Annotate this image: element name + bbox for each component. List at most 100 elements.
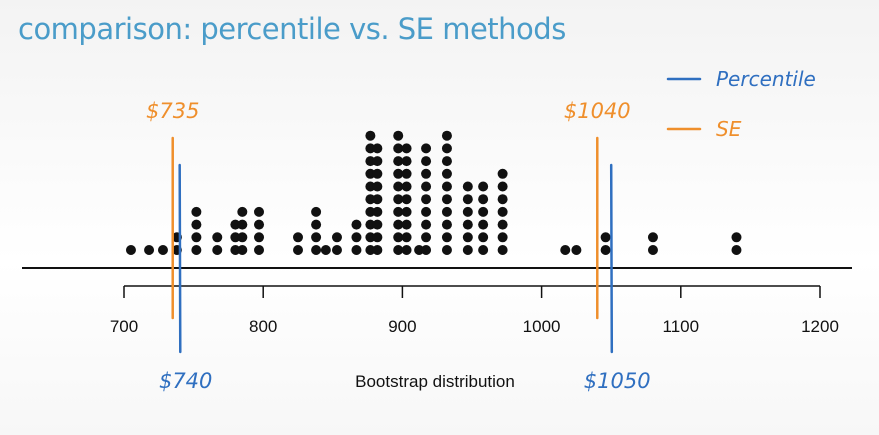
bootstrap-dot	[254, 219, 265, 230]
interval-annotations: $735 $1040 $740 $1050	[146, 99, 651, 393]
bootstrap-dot	[372, 143, 383, 154]
bootstrap-dot	[157, 245, 168, 255]
legend: Percentile SE	[666, 67, 816, 141]
bootstrap-dot	[421, 181, 432, 192]
bootstrap-dot	[372, 194, 383, 205]
bootstrap-dot	[421, 168, 432, 179]
bootstrap-dot	[144, 245, 155, 255]
bootstrap-dot	[497, 206, 508, 217]
bootstrap-dot	[230, 219, 241, 230]
bootstrap-dot	[462, 219, 473, 230]
bootstrap-dot	[372, 206, 383, 217]
bootstrap-dot	[478, 181, 489, 192]
bootstrap-dot	[401, 181, 412, 192]
bootstrap-dot	[497, 219, 508, 230]
bootstrap-dot	[421, 206, 432, 217]
bootstrap-dot	[441, 156, 452, 167]
bootstrap-dot	[254, 232, 265, 243]
bootstrap-dot	[462, 181, 473, 192]
bootstrap-dot	[571, 245, 582, 255]
bootstrap-dot	[393, 143, 404, 154]
bootstrap-dot	[401, 206, 412, 217]
bootstrap-dot	[311, 232, 322, 243]
bootstrap-dot	[421, 194, 432, 205]
bootstrap-dot	[212, 245, 223, 255]
bootstrap-dot	[331, 245, 342, 255]
bootstrap-dot	[372, 232, 383, 243]
bootstrap-dot	[311, 219, 322, 230]
bootstrap-dot	[254, 245, 265, 255]
bootstrap-dot	[441, 168, 452, 179]
bootstrap-dot	[401, 245, 412, 255]
bootstrap-dot	[191, 232, 202, 243]
bootstrap-dot	[365, 194, 376, 205]
bootstrap-dot	[731, 232, 742, 243]
bootstrap-dot	[365, 206, 376, 217]
bootstrap-dot	[421, 245, 432, 255]
slide-title: comparison: percentile vs. SE methods	[18, 12, 566, 46]
bootstrap-dot	[311, 245, 322, 255]
bootstrap-dot	[441, 219, 452, 230]
bootstrap-dot	[365, 143, 376, 154]
bootstrap-dot	[478, 245, 489, 255]
interval-line-percentile	[609, 163, 614, 354]
bootstrap-dot	[393, 194, 404, 205]
legend-label-percentile: Percentile	[716, 67, 816, 91]
x-axis-label: Bootstrap distribution	[355, 372, 515, 391]
bootstrap-dot	[462, 206, 473, 217]
bootstrap-dot	[497, 232, 508, 243]
annotation-percentile: $740	[159, 369, 212, 393]
bootstrap-dot	[372, 219, 383, 230]
bootstrap-dot	[560, 245, 571, 255]
bootstrap-dot	[401, 219, 412, 230]
bootstrap-dot	[351, 245, 362, 255]
bootstrap-dot	[393, 130, 404, 141]
bootstrap-dot	[293, 232, 303, 243]
bootstrap-dot	[365, 156, 376, 167]
bootstrap-dot	[372, 181, 383, 192]
interval-lines	[171, 136, 614, 354]
bootstrap-dot	[421, 143, 432, 154]
bootstrap-dot	[647, 232, 658, 243]
bootstrap-dot	[393, 168, 404, 179]
bootstrap-dot	[478, 194, 489, 205]
bootstrap-dot	[125, 245, 136, 255]
bootstrap-dot	[372, 156, 383, 167]
bootstrap-dot	[401, 143, 412, 154]
x-axis: 700 800 900 1000 1100 1200	[110, 285, 839, 336]
bootstrap-dot	[731, 245, 742, 255]
bootstrap-dot	[365, 245, 376, 255]
bootstrap-dot	[393, 232, 404, 243]
bootstrap-dot	[478, 232, 489, 243]
x-tick-label: 1100	[663, 317, 700, 336]
bootstrap-dot	[497, 168, 508, 179]
x-tick-label: 1000	[523, 317, 561, 336]
bootstrap-dot	[372, 168, 383, 179]
bootstrap-dot	[393, 245, 404, 255]
x-tick-label: 800	[249, 317, 277, 336]
annotation-se: $735	[146, 99, 199, 123]
bootstrap-dot	[441, 143, 452, 154]
bootstrap-dot	[421, 219, 432, 230]
bootstrap-dot	[414, 245, 425, 255]
bootstrap-dot	[393, 181, 404, 192]
bootstrap-dot	[372, 245, 383, 255]
x-tick-label: 1200	[801, 317, 839, 336]
bootstrap-dot	[441, 130, 452, 141]
bootstrap-dot	[462, 194, 473, 205]
bootstrap-dot	[331, 232, 342, 243]
bootstrap-dot	[393, 219, 404, 230]
bootstrap-dot	[365, 232, 376, 243]
bootstrap-dot	[237, 232, 248, 243]
bootstrap-dot	[462, 232, 473, 243]
bootstrap-dot	[497, 245, 508, 255]
bootstrap-dot	[441, 206, 452, 217]
bootstrap-dot	[365, 168, 376, 179]
bootstrap-dot	[441, 194, 452, 205]
bootstrap-dot	[311, 206, 322, 217]
x-tick-label: 900	[388, 317, 416, 336]
interval-line-percentile	[178, 163, 182, 354]
annotation-se: $1040	[564, 99, 631, 123]
bootstrap-dot	[401, 156, 412, 167]
bootstrap-dot	[365, 181, 376, 192]
